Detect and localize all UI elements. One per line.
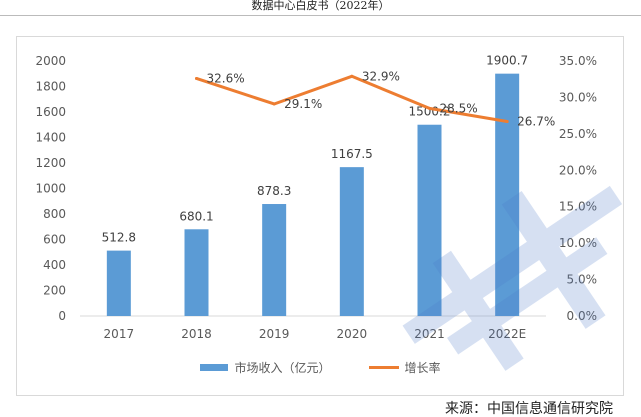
source-note: 来源：中国信息通信研究院: [445, 401, 613, 417]
x-tick-label: 2017: [104, 327, 135, 341]
page-header: 数据中心白皮书（2022年）: [251, 0, 390, 12]
y-right-tick-label: 35.0%: [559, 54, 597, 68]
legend-bar-swatch: [200, 363, 229, 371]
y-left-tick-label: 400: [43, 258, 66, 272]
bar: [495, 73, 520, 316]
growth-point: [350, 74, 354, 78]
growth-data-label: 29.1%: [284, 97, 322, 111]
x-tick-label: 2020: [337, 327, 368, 341]
growth-data-label: 28.5%: [440, 101, 478, 115]
y-right-tick-label: 20.0%: [559, 163, 597, 177]
growth-point: [272, 102, 276, 106]
growth-data-label: 32.6%: [207, 71, 245, 85]
legend-label-growth: 增长率: [404, 360, 441, 375]
chart-legend: 市场收入（亿元） 增长率: [0, 357, 641, 377]
y-right-tick-label: 25.0%: [559, 127, 597, 141]
bar-data-label: 1900.7: [486, 54, 528, 68]
legend-item-growth: 增长率: [368, 359, 441, 376]
y-right-tick-label: 0.0%: [567, 309, 598, 323]
x-tick-label: 2018: [181, 327, 212, 341]
legend-line-swatch: [368, 365, 399, 369]
x-tick-label: 2022E: [488, 327, 526, 341]
y-left-tick-label: 2000: [35, 54, 66, 68]
bar-data-label: 878.3: [257, 184, 291, 198]
legend-item-revenue: 市场收入（亿元）: [200, 359, 331, 376]
y-left-tick-label: 1800: [35, 80, 66, 94]
bar-data-label: 512.8: [102, 231, 136, 245]
legend-label-revenue: 市场收入（亿元）: [234, 360, 331, 375]
header-divider: [0, 15, 641, 16]
bar-data-label: 1500.2: [409, 105, 451, 119]
bar: [184, 229, 209, 316]
growth-point: [195, 76, 198, 80]
y-right-tick-label: 10.0%: [559, 236, 597, 250]
y-left-tick-label: 0: [58, 309, 66, 323]
bar-data-label: 680.1: [179, 209, 213, 223]
growth-data-label: 26.7%: [517, 114, 555, 128]
growth-data-label: 32.9%: [362, 69, 400, 83]
bar: [106, 250, 131, 316]
y-left-tick-label: 600: [43, 233, 66, 247]
growth-point: [428, 106, 431, 110]
y-right-tick-label: 15.0%: [559, 200, 597, 214]
bar: [262, 204, 287, 316]
y-left-tick-label: 800: [43, 207, 66, 221]
y-left-tick-label: 200: [43, 284, 66, 298]
y-left-tick-label: 1600: [35, 105, 66, 119]
y-left-tick-label: 1000: [35, 182, 66, 196]
x-tick-label: 2019: [259, 327, 290, 341]
y-right-tick-label: 30.0%: [559, 90, 597, 104]
x-tick-label: 2021: [414, 327, 445, 341]
bar-data-label: 1167.5: [331, 147, 373, 161]
growth-point: [505, 119, 509, 123]
y-left-tick-label: 1400: [35, 131, 66, 145]
bar: [417, 124, 442, 316]
y-left-tick-label: 1200: [35, 156, 66, 170]
bar: [339, 167, 364, 316]
y-right-tick-label: 5.0%: [567, 273, 598, 287]
chart-frame: [16, 36, 624, 396]
